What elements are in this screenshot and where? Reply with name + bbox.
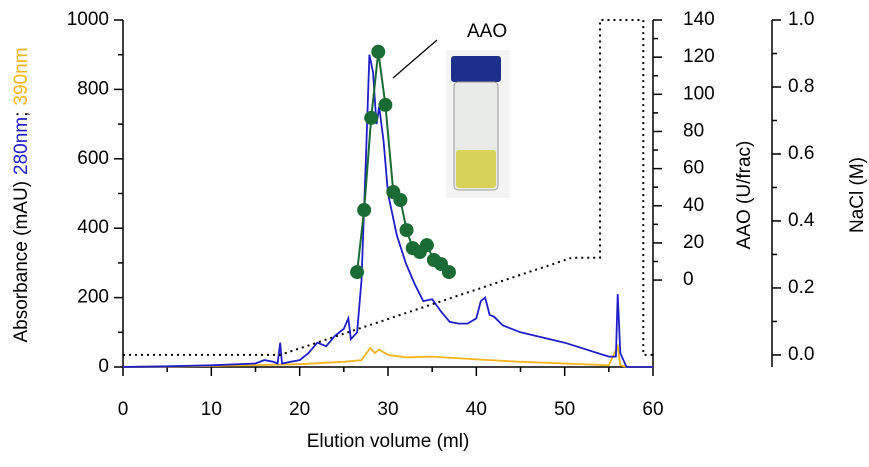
aao-point <box>419 238 434 253</box>
annotation-leader <box>392 39 438 79</box>
y-tick-label: 400 <box>77 217 109 238</box>
aao-point <box>378 97 393 112</box>
y2-tick-label: 40 <box>683 195 704 216</box>
aao-point <box>364 110 379 125</box>
y3-tick-label: 0.8 <box>788 76 814 97</box>
y-axis-label-part: 390nm <box>11 47 32 105</box>
x-tick-label: 10 <box>201 399 222 420</box>
aao-point <box>357 203 372 218</box>
x-axis-label: Elution volume (ml) <box>307 431 470 452</box>
y-tick-label: 1000 <box>67 9 109 30</box>
y2-tick-label: 80 <box>683 120 704 141</box>
y3-tick-label: 0.0 <box>788 344 814 365</box>
y3-tick-label: 0.2 <box>788 277 814 298</box>
y2-tick-label: 100 <box>683 83 715 104</box>
x-tick-label: 60 <box>642 399 663 420</box>
y-axis-label-part: Absorbance (mAU) <box>11 181 32 343</box>
y3-tick-label: 0.6 <box>788 143 814 164</box>
aao-point <box>399 223 414 238</box>
aao-line <box>356 51 450 273</box>
absorbance-line <box>122 54 653 368</box>
y3-tick-label: 0.4 <box>788 210 815 231</box>
y-tick-label: 600 <box>77 148 109 169</box>
y3-tick-label: 1.0 <box>788 9 814 30</box>
aao-point <box>371 44 386 59</box>
aao-point <box>393 193 408 208</box>
absorbance-line <box>122 343 653 368</box>
y-tick-label: 200 <box>77 287 109 308</box>
y-axis-label-part: 280nm <box>11 117 32 175</box>
y-axis-label-part: ; <box>11 112 32 117</box>
y-tick-label: 0 <box>98 356 109 377</box>
y-tick-label: 800 <box>77 78 109 99</box>
y2-tick-label: 140 <box>683 9 715 30</box>
y2-tick-label: 60 <box>683 158 704 179</box>
aao-point <box>350 265 365 280</box>
x-tick-label: 0 <box>118 399 129 420</box>
annotation: AAO <box>467 21 507 42</box>
y3-axis-label: NaCl (M) <box>847 157 868 233</box>
x-tick-label: 40 <box>466 399 487 420</box>
y2-axis-label: AAO (U/frac) <box>734 141 755 250</box>
vial-image <box>446 50 510 198</box>
x-tick-label: 20 <box>289 399 310 420</box>
aao-point <box>441 265 456 280</box>
y2-tick-label: 0 <box>683 269 694 290</box>
x-tick-label: 50 <box>554 399 575 420</box>
y-axis-label: Absorbance (mAU) 280nm; 390nm <box>11 47 32 342</box>
y2-tick-label: 20 <box>683 232 704 253</box>
x-tick-label: 30 <box>377 399 398 420</box>
y2-tick-label: 120 <box>683 46 715 67</box>
